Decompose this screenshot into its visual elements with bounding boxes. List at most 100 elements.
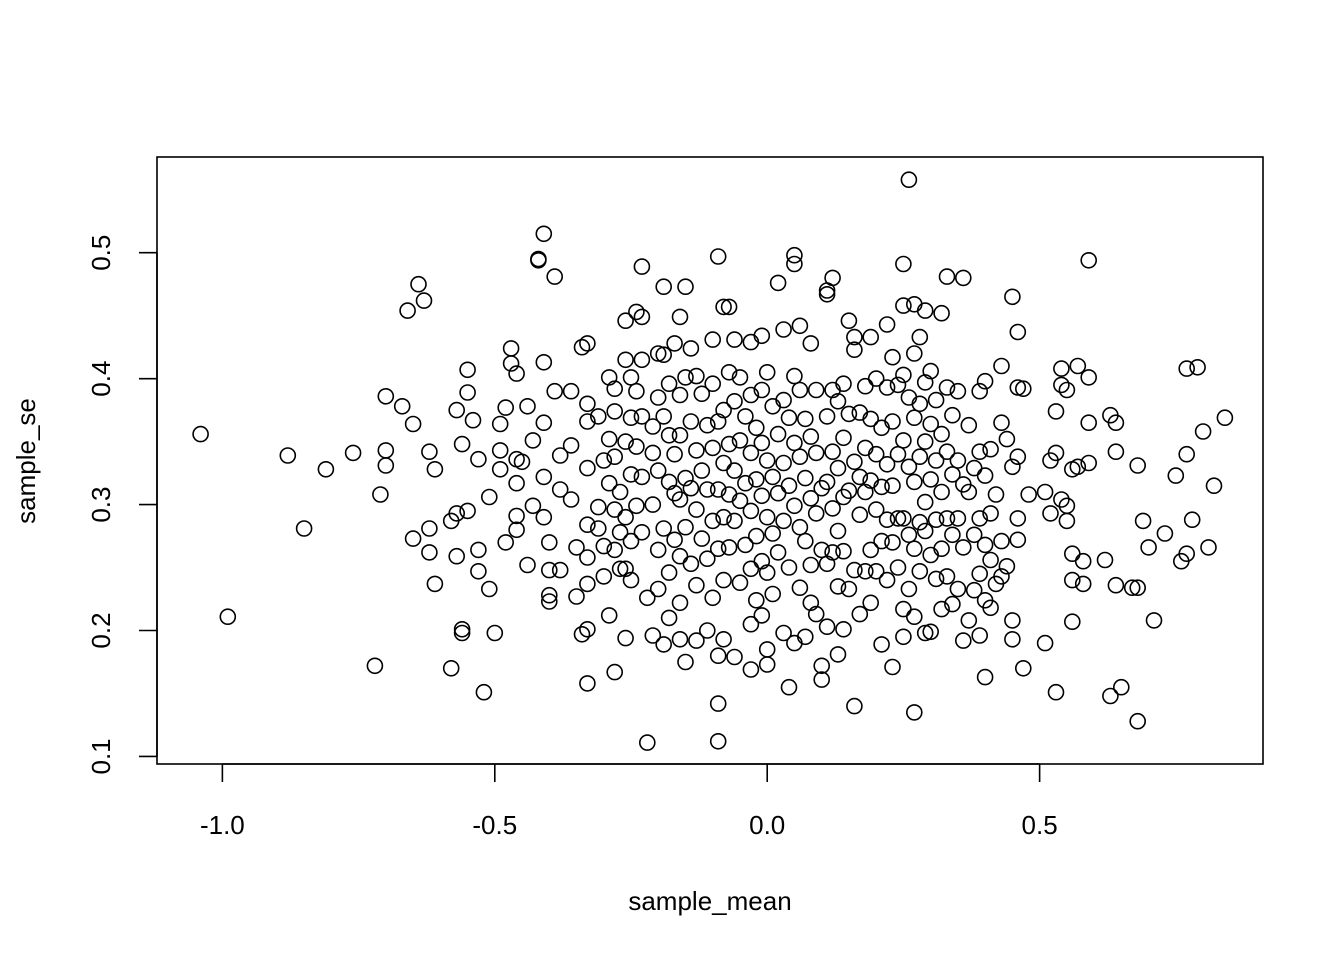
- data-point: [568, 539, 585, 556]
- data-point: [922, 623, 940, 641]
- data-point: [715, 401, 732, 419]
- data-point: [508, 474, 525, 492]
- data-point: [562, 382, 580, 400]
- data-point: [671, 426, 689, 444]
- data-point: [905, 608, 923, 626]
- data-point: [530, 250, 547, 268]
- y-tick-label: 0.2: [86, 612, 116, 648]
- data-point: [846, 341, 863, 359]
- data-point: [813, 479, 831, 497]
- data-point: [1004, 288, 1021, 306]
- data-point: [649, 389, 667, 406]
- data-point: [813, 541, 831, 559]
- data-point: [704, 375, 722, 393]
- data-point: [1036, 634, 1054, 652]
- data-point: [568, 588, 585, 605]
- data-point: [508, 507, 525, 525]
- data-point: [1216, 409, 1234, 427]
- data-point: [622, 571, 640, 589]
- data-point: [628, 497, 645, 515]
- data-point: [971, 565, 989, 583]
- data-point: [829, 392, 847, 410]
- data-point: [856, 562, 874, 580]
- data-point: [786, 255, 803, 273]
- data-point: [944, 466, 961, 483]
- data-point: [856, 439, 874, 457]
- data-point: [818, 618, 836, 636]
- data-point: [993, 568, 1010, 585]
- data-point: [846, 697, 863, 715]
- data-point: [976, 372, 994, 390]
- data-point: [889, 376, 907, 394]
- data-point: [1036, 483, 1054, 501]
- data-point: [671, 594, 689, 612]
- data-point: [720, 298, 738, 316]
- data-point: [666, 531, 683, 549]
- data-point: [535, 225, 553, 243]
- data-point: [497, 399, 515, 416]
- data-point: [802, 556, 820, 574]
- data-point: [1004, 630, 1021, 648]
- data-point: [911, 448, 929, 466]
- data-point: [802, 489, 820, 507]
- data-point: [1145, 612, 1163, 629]
- data-point: [633, 351, 651, 369]
- data-point: [644, 627, 662, 644]
- data-point: [709, 695, 727, 712]
- data-point: [709, 481, 727, 498]
- data-point: [709, 413, 727, 430]
- data-point: [393, 397, 411, 415]
- data-point: [1140, 539, 1157, 556]
- data-point: [796, 532, 814, 550]
- data-point: [895, 366, 912, 384]
- data-point: [884, 413, 901, 430]
- data-point: [971, 510, 989, 527]
- data-point: [1129, 579, 1146, 597]
- data-point: [851, 506, 869, 524]
- data-point: [715, 630, 732, 648]
- data-point: [459, 361, 476, 379]
- data-point: [769, 544, 787, 561]
- data-point: [1074, 552, 1092, 570]
- data-point: [731, 369, 749, 386]
- data-point: [709, 540, 727, 558]
- data-point: [693, 462, 711, 479]
- data-point: [295, 520, 313, 537]
- data-point: [595, 537, 613, 555]
- data-point: [769, 484, 787, 502]
- data-point: [1123, 579, 1141, 597]
- data-point: [802, 594, 820, 612]
- data-point: [851, 404, 869, 421]
- data-point: [698, 481, 716, 498]
- data-point: [1069, 458, 1087, 476]
- y-axis-label: sample_se: [11, 398, 41, 524]
- data-point: [649, 345, 667, 362]
- data-point: [786, 434, 803, 452]
- data-point: [562, 491, 580, 508]
- data-point: [889, 559, 907, 576]
- data-point: [747, 471, 765, 488]
- data-point: [780, 559, 798, 576]
- data-point: [579, 620, 596, 638]
- data-point: [459, 384, 476, 401]
- data-point: [644, 418, 662, 435]
- data-point: [895, 628, 912, 646]
- data-point: [867, 562, 885, 580]
- data-point: [540, 586, 558, 604]
- data-point: [726, 392, 743, 410]
- data-point: [480, 488, 498, 506]
- data-point: [862, 541, 880, 559]
- data-point: [617, 508, 634, 526]
- data-point: [540, 561, 558, 579]
- data-point: [802, 335, 820, 352]
- data-point: [704, 589, 722, 607]
- data-point: [954, 632, 972, 649]
- data-point: [895, 600, 912, 618]
- data-point: [704, 331, 722, 348]
- data-point: [840, 482, 858, 500]
- data-point: [606, 663, 624, 681]
- data-point: [530, 251, 547, 269]
- data-point: [720, 539, 738, 556]
- data-point: [600, 430, 618, 448]
- y-tick-label: 0.4: [86, 361, 116, 397]
